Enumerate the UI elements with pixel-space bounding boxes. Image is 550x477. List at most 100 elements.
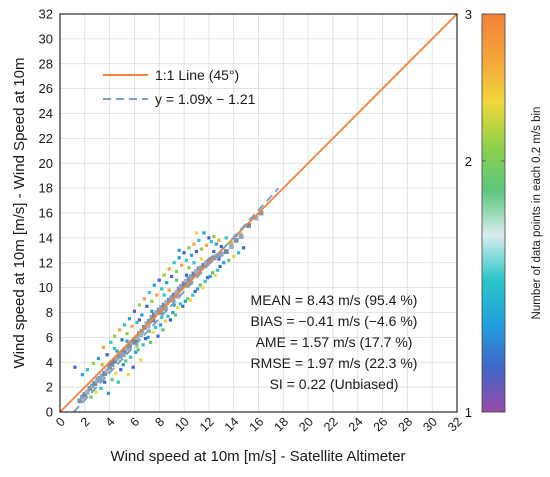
scatter-points [73, 231, 246, 399]
x-tick-label: 30 [420, 415, 440, 435]
scatter-point [206, 276, 210, 280]
scatter-point [218, 264, 222, 269]
stat-si: SI = 0.22 (Unbiased) [270, 376, 399, 392]
scatter-point [182, 251, 186, 255]
scatter-point [162, 293, 166, 297]
dense-point [184, 279, 189, 284]
scatter-point [158, 323, 163, 327]
scatter-point [175, 269, 179, 274]
scatter-point [188, 298, 192, 302]
scatter-point [156, 334, 160, 338]
scatter-point [160, 315, 164, 320]
dense-point [161, 302, 167, 308]
scatter-point [157, 278, 161, 282]
scatter-point [131, 365, 135, 369]
scatter-point [227, 258, 231, 262]
scatter-point [192, 242, 196, 246]
dense-point [122, 348, 127, 354]
scatter-point [187, 246, 191, 250]
y-tick-label: 22 [39, 131, 53, 146]
x-tick-label: 20 [296, 415, 316, 435]
reference-lines [60, 14, 457, 412]
scatter-point [125, 339, 129, 343]
x-tick-label: 2 [78, 415, 93, 430]
scatter-point [215, 268, 220, 272]
y-tick-label: 24 [39, 106, 53, 121]
scatter-point [126, 373, 130, 377]
dense-point [87, 385, 93, 391]
dense-point [199, 265, 204, 271]
scatter-point [168, 318, 173, 322]
dense-point [82, 392, 88, 397]
colorbar-tick-labels: 1 2 3 [465, 7, 505, 420]
y-tick-label: 10 [39, 280, 53, 295]
scatter-point [106, 391, 110, 395]
dense-point [166, 297, 172, 303]
scatter-point [187, 266, 191, 270]
scatter-point [103, 380, 107, 384]
x-tick-label: 12 [197, 415, 217, 435]
dense-point [171, 292, 177, 298]
scatter-point [213, 273, 217, 277]
x-tick-label: 8 [152, 415, 167, 430]
legend: 1:1 Line (45°) y = 1.09x − 1.21 [103, 67, 256, 107]
dense-point [223, 249, 229, 254]
scatter-point [178, 302, 182, 306]
scatter-point [105, 353, 109, 357]
scatter-point [209, 240, 213, 244]
scatter-point [148, 340, 153, 344]
scatter-point [130, 324, 134, 328]
dense-point [133, 339, 139, 345]
y-tick-label: 6 [46, 330, 53, 345]
dense-point [127, 343, 132, 349]
scatter-point [199, 257, 204, 261]
scatter-point [181, 304, 185, 308]
dense-point [99, 373, 105, 379]
x-tick-label: 4 [103, 415, 118, 430]
dense-point [196, 266, 202, 272]
scatter-point [127, 317, 132, 321]
scatter-point [110, 378, 114, 382]
colorbar-gradient [481, 13, 506, 413]
legend-label-fit: y = 1.09x − 1.21 [155, 91, 256, 107]
scatter-point [150, 299, 154, 303]
dense-point [216, 252, 222, 258]
stat-ame: AME = 1.57 m/s (17.7 %) [256, 334, 413, 350]
scatter-point [142, 297, 146, 301]
scatter-point [89, 395, 93, 399]
scatter-point [212, 235, 216, 239]
scatter-point [141, 343, 145, 347]
dense-point [92, 380, 98, 386]
x-tick-label: 10 [172, 415, 192, 435]
x-axis-label: Wind speed at 10m [m/s] - Satellite Alti… [110, 448, 405, 465]
scatter-point [140, 313, 144, 317]
dense-point [132, 337, 137, 343]
scatter-point [136, 348, 140, 352]
scatter-point [194, 231, 199, 235]
scatter-point [173, 313, 177, 317]
scatter-point [172, 261, 176, 265]
scatter-point [172, 303, 176, 307]
scatter-point [232, 254, 236, 259]
dense-point [151, 312, 157, 318]
stat-bias: BIAS = −0.41 m/s (−4.6 %) [251, 313, 418, 329]
colorbar-tick-label: 1 [465, 405, 472, 420]
plot-frame [59, 13, 458, 413]
x-tick-label: 6 [127, 415, 142, 430]
dense-point [112, 358, 117, 364]
x-tick-labels: 0 2 4 6 8 10 12 14 16 18 20 22 24 26 28 30 32 [53, 415, 465, 435]
scatter-point [115, 349, 119, 353]
scatter-point [217, 238, 221, 242]
scatter-point [184, 273, 189, 277]
scatter-point [208, 274, 212, 279]
dense-point [179, 283, 184, 289]
scatter-point [100, 363, 104, 367]
y-tick-label: 8 [46, 305, 53, 320]
dense-point [124, 346, 130, 351]
y-tick-label: 26 [39, 81, 53, 96]
dense-point [117, 353, 122, 359]
scatter-point [135, 320, 139, 325]
scatter-point [198, 283, 202, 287]
x-tick-label: 28 [396, 415, 416, 435]
